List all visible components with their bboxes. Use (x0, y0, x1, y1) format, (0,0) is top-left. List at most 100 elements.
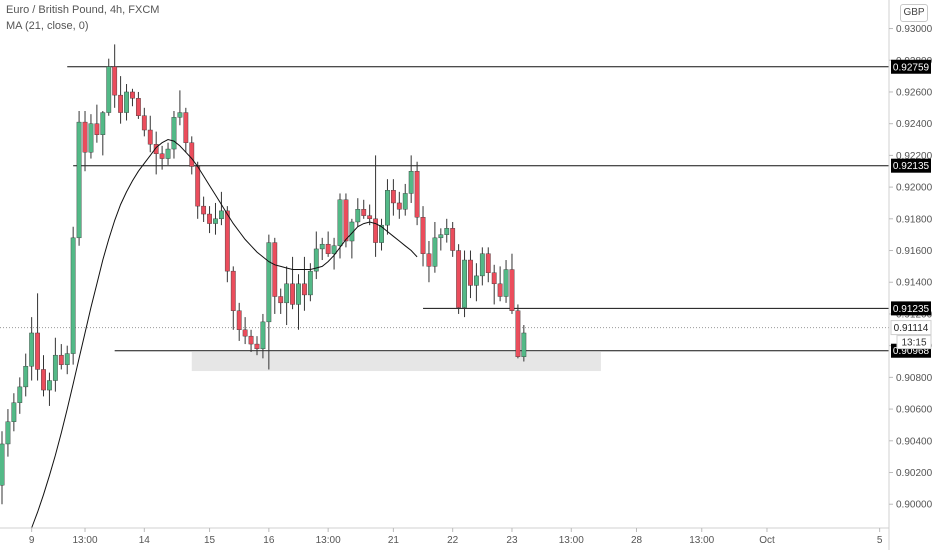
candle[interactable] (402, 183, 408, 216)
candle[interactable] (64, 345, 70, 375)
candle[interactable] (456, 244, 462, 314)
candle-body (195, 166, 201, 207)
candle[interactable] (17, 377, 23, 414)
candle[interactable] (420, 206, 426, 267)
candle[interactable] (468, 250, 473, 299)
candle[interactable] (213, 202, 218, 235)
candle[interactable] (426, 241, 432, 283)
candle[interactable] (313, 231, 319, 280)
candle[interactable] (272, 237, 278, 314)
candle[interactable] (230, 266, 236, 330)
candle[interactable] (94, 104, 100, 143)
candle[interactable] (130, 88, 135, 107)
candle[interactable] (373, 155, 378, 257)
candle[interactable] (361, 199, 367, 219)
candle[interactable] (5, 409, 11, 457)
candle[interactable] (296, 274, 301, 330)
candle[interactable] (147, 115, 153, 153)
candle[interactable] (349, 218, 355, 259)
candle[interactable] (343, 193, 349, 248)
candle[interactable] (284, 266, 290, 326)
candle[interactable] (219, 191, 224, 226)
candle[interactable] (290, 256, 295, 310)
candle[interactable] (171, 110, 177, 159)
candle-body (124, 91, 129, 113)
candle[interactable] (47, 372, 52, 406)
candle[interactable] (254, 336, 260, 356)
candle[interactable] (503, 260, 509, 303)
candle[interactable] (236, 302, 242, 341)
x-tick-label: 22 (447, 535, 459, 546)
candle[interactable] (325, 231, 331, 257)
candle[interactable] (355, 198, 361, 227)
candle[interactable] (390, 179, 396, 216)
candle-body (474, 275, 479, 286)
candle[interactable] (41, 355, 46, 397)
candle[interactable] (260, 313, 266, 359)
candle[interactable] (58, 344, 64, 370)
candle[interactable] (207, 206, 212, 234)
candle[interactable] (100, 110, 106, 156)
candle[interactable] (11, 393, 17, 432)
candle[interactable] (224, 206, 230, 283)
candle[interactable] (479, 247, 485, 286)
candle[interactable] (385, 179, 390, 235)
candle[interactable] (177, 90, 183, 126)
candle[interactable] (396, 191, 402, 219)
candle[interactable] (444, 218, 450, 243)
candle[interactable] (112, 44, 118, 108)
candle[interactable] (88, 114, 94, 159)
candle[interactable] (462, 250, 467, 318)
candle[interactable] (379, 218, 384, 251)
candle[interactable] (106, 58, 112, 116)
candle[interactable] (491, 264, 497, 305)
candle[interactable] (497, 266, 503, 302)
candle[interactable] (331, 237, 337, 270)
candle[interactable] (165, 142, 171, 165)
candle-body (307, 270, 313, 296)
candle[interactable] (52, 337, 58, 392)
candle[interactable] (183, 107, 189, 153)
candle-body (159, 153, 165, 159)
candle[interactable] (201, 196, 207, 222)
candle[interactable] (474, 263, 479, 302)
candle[interactable] (408, 155, 414, 203)
candle[interactable] (76, 110, 82, 246)
candle[interactable] (450, 221, 456, 257)
candle[interactable] (302, 256, 307, 311)
candle[interactable] (521, 325, 527, 362)
candle[interactable] (195, 161, 201, 219)
candle[interactable] (135, 91, 141, 119)
indicator-legend[interactable]: MA (21, close, 0) (6, 20, 89, 32)
candle[interactable] (153, 131, 159, 175)
candle-body (23, 366, 29, 388)
candle[interactable] (266, 234, 272, 370)
candle[interactable] (438, 228, 444, 251)
candle[interactable] (242, 317, 248, 345)
candle[interactable] (35, 293, 40, 381)
candle[interactable] (278, 288, 284, 314)
candle[interactable] (515, 304, 521, 359)
candle-body (450, 228, 456, 251)
candle-body (82, 121, 88, 153)
candle[interactable] (29, 317, 35, 381)
candle[interactable] (485, 247, 491, 283)
candle[interactable] (414, 161, 420, 226)
candle[interactable] (432, 221, 438, 273)
candle[interactable] (82, 110, 88, 172)
candle[interactable] (70, 226, 76, 365)
candle[interactable] (189, 136, 195, 175)
candle[interactable] (23, 353, 29, 397)
candle[interactable] (509, 253, 515, 314)
moving-average-layer (31, 138, 418, 529)
candle[interactable] (319, 237, 325, 261)
candle[interactable] (0, 431, 5, 505)
candle[interactable] (141, 107, 147, 137)
currency-button[interactable]: GBP (900, 4, 928, 22)
candle[interactable] (118, 76, 124, 124)
candle[interactable] (248, 329, 254, 352)
candle[interactable] (159, 145, 165, 170)
candle[interactable] (124, 84, 129, 121)
